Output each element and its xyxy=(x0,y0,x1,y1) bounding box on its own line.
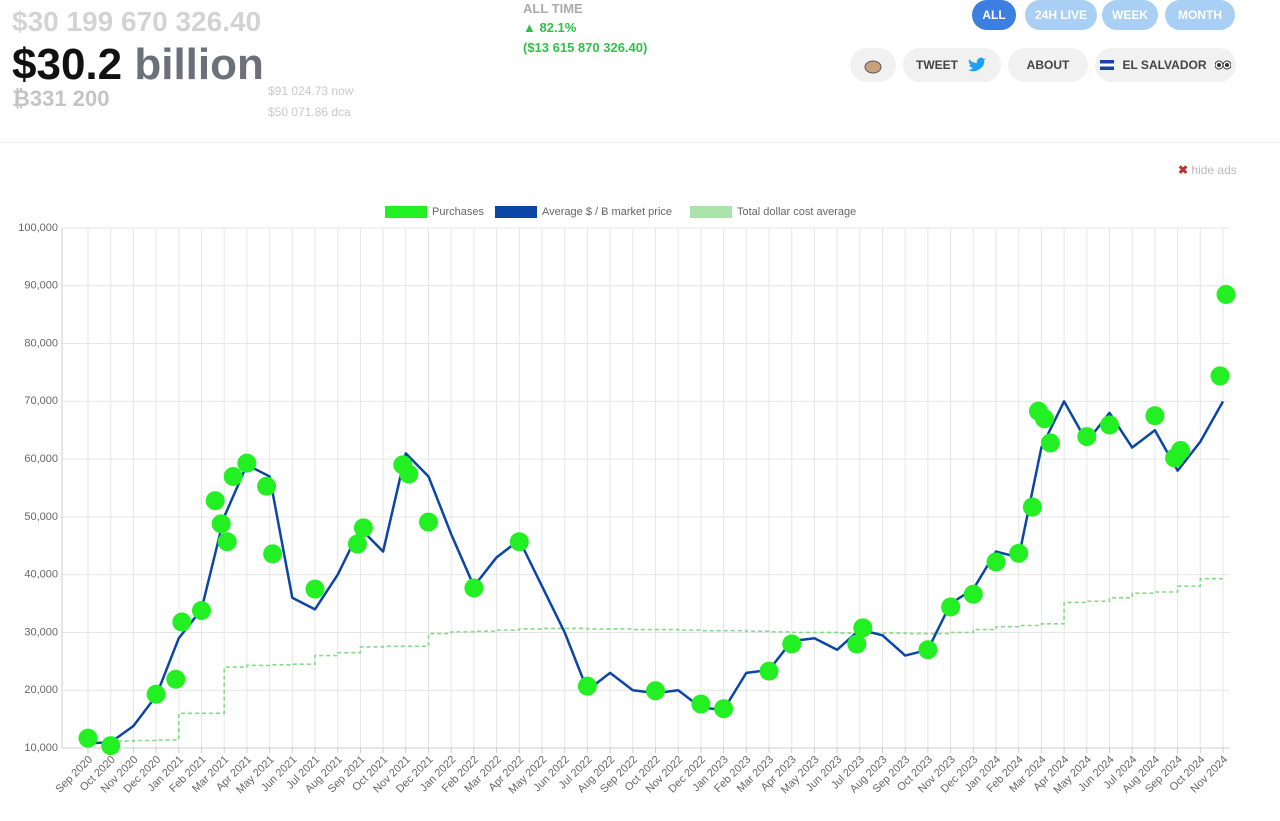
y-tick-label: 60,000 xyxy=(24,453,58,465)
purchase-point xyxy=(941,597,961,617)
purchase-point xyxy=(691,694,711,714)
y-tick-label: 90,000 xyxy=(24,280,58,292)
purchase-point xyxy=(1009,543,1029,563)
purchase-point xyxy=(577,676,597,696)
dca-line xyxy=(110,577,1224,742)
purchase-point xyxy=(172,612,192,632)
icon-button[interactable] xyxy=(850,48,896,82)
flag-icon xyxy=(1100,60,1115,70)
now-price: $91 024.73 xyxy=(268,84,329,98)
y-tick-label: 100,000 xyxy=(18,222,58,234)
purchase-point xyxy=(714,699,734,719)
purchase-point xyxy=(146,684,166,704)
purchase-point xyxy=(1210,366,1230,386)
purchase-point xyxy=(211,514,231,534)
legend-swatch xyxy=(690,206,732,218)
purchase-point xyxy=(853,618,873,638)
range-button[interactable]: WEEK xyxy=(1102,0,1158,30)
btc-total: ₿331 200 xyxy=(12,86,110,111)
purchase-point xyxy=(78,728,98,748)
purchase-point xyxy=(847,634,867,654)
legend-label: Average $ / Ƀ market price xyxy=(542,206,672,218)
y-tick-label: 30,000 xyxy=(24,626,58,638)
purchase-point xyxy=(347,534,367,554)
legend-swatch xyxy=(495,206,537,218)
dca-price: $50 071.86 xyxy=(268,105,329,119)
purchase-point xyxy=(986,552,1006,572)
cup-icon xyxy=(864,60,882,74)
purchase-point xyxy=(759,661,779,681)
short-amount: $30.2 billion xyxy=(12,40,264,90)
y-tick-label: 20,000 xyxy=(24,684,58,696)
legend-label: Total dollar cost average xyxy=(737,206,856,218)
eyes-icon xyxy=(1214,60,1231,70)
dca-label: dca xyxy=(331,105,351,119)
y-tick-label: 50,000 xyxy=(24,511,58,523)
purchase-point xyxy=(1034,409,1054,429)
purchase-point xyxy=(223,466,243,486)
hide-ads-label: hide ads xyxy=(1191,163,1237,177)
y-tick-label: 70,000 xyxy=(24,395,58,407)
range-button[interactable]: 24H LIVE xyxy=(1025,0,1097,30)
purchase-point xyxy=(166,669,186,689)
purchase-point xyxy=(353,518,373,538)
purchase-point xyxy=(1077,427,1097,447)
all-time-gain: ($13 615 870 326.40) xyxy=(523,40,648,55)
purchase-point xyxy=(192,600,211,620)
purchase-point xyxy=(205,491,225,511)
purchase-point xyxy=(1216,284,1236,304)
range-button[interactable]: MONTH xyxy=(1165,0,1235,30)
tweet-button[interactable]: TWEET xyxy=(903,48,1001,82)
country-button[interactable]: EL SALVADOR xyxy=(1095,48,1236,82)
now: $91 024.73 now xyxy=(268,84,353,98)
purchase-point xyxy=(101,736,121,756)
y-tick-label: 40,000 xyxy=(24,569,58,581)
purchase-point xyxy=(509,532,529,552)
divider xyxy=(0,142,1280,143)
range-button[interactable]: ALL xyxy=(972,0,1016,30)
purchase-point xyxy=(257,476,277,496)
now-label: now xyxy=(331,84,354,98)
purchase-point xyxy=(464,578,484,598)
purchase-point xyxy=(217,532,237,552)
purchase-point xyxy=(782,634,802,654)
about-button[interactable]: ABOUT xyxy=(1008,48,1088,82)
legend-swatch xyxy=(385,206,427,218)
amount: $30 199 670 326.40 xyxy=(12,6,262,37)
purchase-point xyxy=(1022,497,1042,517)
y-tick-label: 80,000 xyxy=(24,337,58,349)
all-time-change: ▲ 82.1% xyxy=(523,20,577,35)
legend-label: Purchases xyxy=(432,206,484,218)
purchase-point xyxy=(419,512,438,532)
purchase-point xyxy=(918,640,938,660)
twitter-icon xyxy=(968,57,987,72)
purchase-point xyxy=(1040,433,1060,453)
purchase-point xyxy=(237,453,257,473)
hide-ads[interactable]: ✖ hide ads xyxy=(1178,163,1237,177)
purchase-point xyxy=(1100,415,1119,435)
purchase-point xyxy=(646,681,665,701)
purchase-point xyxy=(1171,440,1191,460)
tweet-label: TWEET xyxy=(916,58,958,72)
y-tick-label: 10,000 xyxy=(24,742,58,754)
amount-value: $30.2 xyxy=(12,40,123,89)
purchase-point xyxy=(305,579,325,599)
about-label: ABOUT xyxy=(1026,58,1070,72)
purchase-point xyxy=(263,544,283,564)
purchase-point xyxy=(399,464,419,484)
country-label: EL SALVADOR xyxy=(1122,58,1207,72)
amount-unit: billion xyxy=(134,40,264,89)
dca: $50 071.86 dca xyxy=(268,105,351,119)
purchase-point xyxy=(1145,406,1165,426)
all-time-label: ALL TIME xyxy=(523,1,583,16)
purchase-point xyxy=(963,584,983,604)
